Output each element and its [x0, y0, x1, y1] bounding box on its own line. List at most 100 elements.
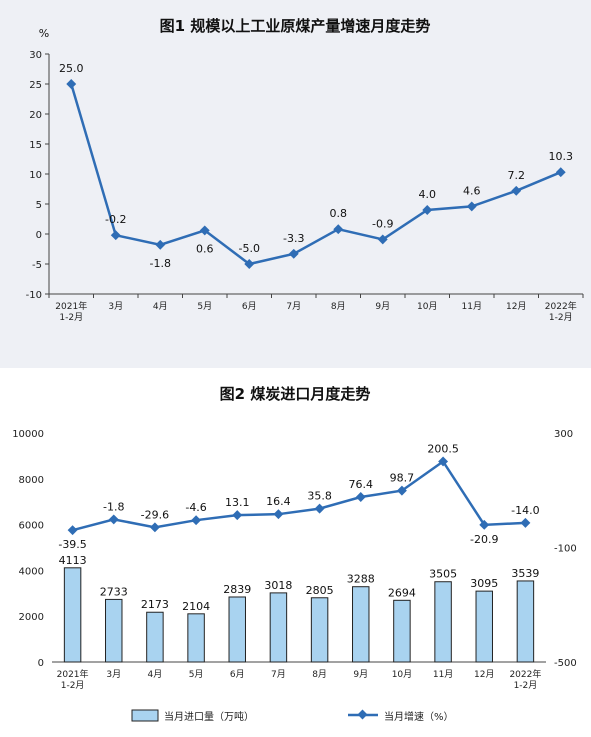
chart-1-data-point	[333, 224, 344, 235]
chart-1-data-marks: 25.0 -0.2 -1.8 0.6 -5.0 -3.3 0.8 -0.9 4.0 4.6 7.2 1…	[59, 62, 573, 270]
chart-1-data-point	[288, 248, 299, 259]
chart-2-growth-point	[520, 517, 531, 528]
legend-bar-swatch	[131, 709, 159, 722]
chart-2-bar-label: 2839	[223, 583, 251, 596]
chart-1-data-label: 4.0	[419, 188, 437, 201]
chart-1-x-tick-label: 6月	[242, 301, 257, 312]
chart-2-bar	[393, 599, 411, 663]
chart-2-bar	[516, 580, 535, 663]
chart-2-left-y-tick-label: 0	[38, 658, 44, 669]
chart-1-axes: 30 25 20 15 10 5 0 -5 -10 2021年 1-2月 3月 4月 5月 6月 7月 8月 9月…	[26, 50, 584, 323]
chart-1-data-point	[155, 239, 166, 250]
chart-2-growth-point	[314, 503, 325, 514]
chart-1-x-tick-label: 4月	[153, 301, 168, 312]
chart-2-x-tick-label: 7月	[271, 669, 286, 680]
chart-2-bar-label: 3095	[470, 577, 498, 590]
chart-1-data-point	[66, 79, 77, 89]
chart-1-y-tick-label: 10	[29, 170, 42, 181]
chart-2-left-y-tick-label: 4000	[19, 566, 44, 577]
chart-1-data-label: 0.6	[196, 242, 214, 255]
chart-2-x-tick-label: 5月	[189, 669, 204, 680]
chart-1-x-tick-label: 5月	[197, 301, 212, 312]
chart-2-panel: 图2 煤炭进口月度走势 10000 8000 6000 4000 2000 0 300 -10…	[0, 368, 591, 737]
chart-1-data-label: 4.6	[463, 184, 481, 197]
chart-2-axes: 10000 8000 6000 4000 2000 0 300 -100 -500 2021年 1-…	[12, 429, 577, 691]
chart-1-x-tick-label: 11月	[462, 301, 482, 312]
chart-2-bar	[434, 581, 452, 663]
chart-2-right-y-tick-label: 300	[554, 429, 573, 440]
chart-2-growth-label: 16.4	[266, 495, 291, 508]
chart-2-bar	[63, 567, 82, 663]
chart-1-data-label: 7.2	[508, 169, 526, 182]
chart-2-growth-label: -1.8	[103, 500, 124, 513]
chart-2-growth-label: -29.6	[141, 508, 169, 521]
chart-1-y-tick-label: -10	[26, 290, 42, 301]
chart-1-series-line	[70, 83, 562, 266]
chart-2-bar	[187, 613, 205, 663]
chart-2-growth-line	[72, 459, 526, 532]
chart-2-bar-label: 3018	[264, 579, 292, 592]
chart-1-y-tick-label: -5	[32, 260, 42, 271]
chart-2-bar	[146, 611, 164, 663]
chart-2-x-tick-label: 9月	[353, 669, 368, 680]
chart-2-growth-point	[149, 522, 160, 533]
chart-1-data-label: 0.8	[330, 207, 348, 220]
chart-1-data-point	[466, 201, 477, 212]
chart-1-x-tick-label: 9月	[375, 301, 390, 312]
chart-1-y-tick-label: 25	[29, 80, 42, 91]
chart-1-panel: 图1 规模以上工业原煤产量增速月度走势 % 30 25 20 15 10 5 0 -5 -10 2…	[0, 0, 591, 368]
chart-2-growth-label: -14.0	[511, 504, 539, 517]
chart-1-data-label: -3.3	[283, 232, 304, 245]
legend-bar-label: 当月进口量（万吨）	[164, 710, 254, 723]
chart-2-x-tick-label: 8月	[312, 669, 327, 680]
chart-2-bar	[269, 592, 288, 663]
chart-1-x-tick-label: 2022年 1-2月	[545, 300, 577, 323]
chart-2-growth-point	[273, 509, 284, 520]
chart-1-y-tick-label: 0	[36, 230, 42, 241]
chart-2-bar-label: 3288	[347, 573, 375, 586]
chart-2-x-tick-label: 4月	[148, 669, 163, 680]
chart-1-data-label: -5.0	[239, 242, 260, 255]
chart-2-x-tick-label: 3月	[106, 669, 121, 680]
chart-2-growth-label: 35.8	[307, 490, 332, 503]
chart-2-growth-point	[191, 515, 202, 526]
chart-2-left-y-tick-label: 2000	[19, 612, 44, 623]
chart-1-y-tick-label: 30	[29, 50, 42, 61]
chart-1-data-label: -0.2	[105, 213, 126, 226]
chart-2-growth-label: 13.1	[225, 496, 250, 509]
chart-1-data-point	[422, 205, 433, 215]
chart-2-bar-label: 2733	[100, 585, 128, 598]
chart-1-data-point	[555, 167, 566, 178]
chart-2-bar	[310, 597, 329, 663]
chart-1-data-point	[511, 185, 522, 196]
chart-1-data-label: -0.9	[372, 217, 393, 230]
chart-2-combo-chart: 图2 煤炭进口月度走势 10000 8000 6000 4000 2000 0 300 -10…	[12, 385, 577, 723]
chart-1-y-axis-unit: %	[39, 27, 49, 40]
chart-2-growth-point	[67, 525, 78, 536]
chart-1-x-tick-label: 3月	[108, 301, 123, 312]
chart-1-data-label: 10.3	[549, 150, 574, 163]
chart-2-growth-label: -4.6	[185, 501, 206, 514]
chart-2-bar	[475, 590, 493, 663]
chart-2-bar	[352, 586, 370, 663]
chart-1-line-chart: 图1 规模以上工业原煤产量增速月度走势 % 30 25 20 15 10 5 0 -5 -10 2…	[26, 17, 584, 323]
chart-2-x-tick-label: 12月	[474, 669, 494, 680]
chart-1-x-tick-label: 8月	[331, 301, 346, 312]
chart-2-bar-label: 2805	[306, 584, 334, 597]
chart-1-y-tick-label: 5	[36, 200, 42, 211]
chart-2-growth-point	[108, 514, 119, 525]
chart-2-right-y-tick-label: -500	[554, 658, 577, 669]
chart-2-legend: 当月进口量（万吨） 当月增速（%）	[131, 709, 454, 723]
chart-1-title: 图1 规模以上工业原煤产量增速月度走势	[160, 17, 431, 35]
chart-1-data-point	[199, 225, 210, 236]
chart-1-data-label: 25.0	[59, 62, 84, 75]
chart-2-growth-point	[355, 492, 366, 502]
chart-2-left-y-tick-label: 8000	[19, 475, 44, 486]
chart-2-data-marks: 4113 2733 2173 2104 2839 3018 2805 3288 2694 3505…	[58, 442, 540, 663]
chart-2-x-tick-label: 11月	[433, 669, 453, 680]
chart-2-title: 图2 煤炭进口月度走势	[220, 385, 371, 403]
chart-1-x-tick-label: 12月	[506, 301, 526, 312]
chart-2-growth-label: -39.5	[58, 538, 86, 551]
chart-2-bar-label: 2104	[182, 600, 210, 613]
chart-2-x-tick-label: 2021年 1-2月	[57, 668, 89, 691]
